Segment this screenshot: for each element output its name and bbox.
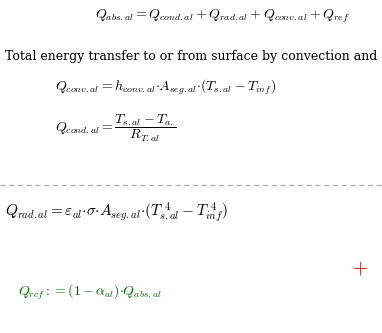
Text: $Q_{abs.al} = Q_{cond.al} + Q_{rad.al} + Q_{conv.al} + Q_{ref}$: $Q_{abs.al} = Q_{cond.al} + Q_{rad.al} +… <box>95 8 350 25</box>
Text: $+$: $+$ <box>352 260 368 278</box>
Text: $Q_{rad.al} = \varepsilon_{al}{\cdot}\sigma{\cdot}A_{seg.al}{\cdot}(T_{s.al}^{\ : $Q_{rad.al} = \varepsilon_{al}{\cdot}\si… <box>5 200 228 224</box>
Text: Total energy transfer to or from surface by convection and ra: Total energy transfer to or from surface… <box>5 50 382 63</box>
Text: $Q_{ref} := (1 - \alpha_{al}){\cdot}Q_{abs.al}$: $Q_{ref} := (1 - \alpha_{al}){\cdot}Q_{a… <box>18 283 162 302</box>
Text: $Q_{conv.al} = h_{conv.al}{\cdot}A_{seg.al}{\cdot}(T_{s.al} - T_{inf})$: $Q_{conv.al} = h_{conv.al}{\cdot}A_{seg.… <box>55 78 276 97</box>
Text: $Q_{cond.al} = \dfrac{T_{s.al} - T_{a.}}{R_{T.al}}$: $Q_{cond.al} = \dfrac{T_{s.al} - T_{a.}}… <box>55 113 177 144</box>
